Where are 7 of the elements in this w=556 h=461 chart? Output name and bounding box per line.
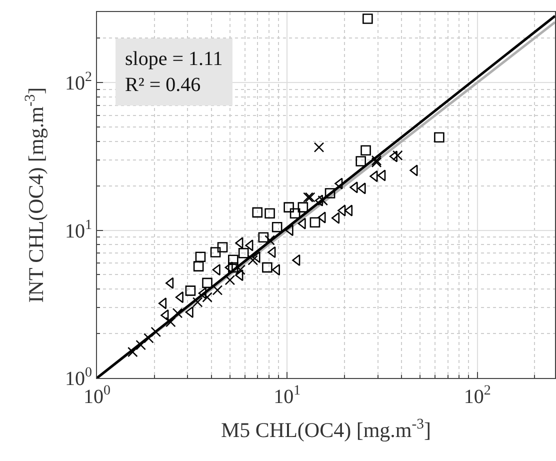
annotation: slope = 1.11 bbox=[125, 48, 223, 70]
y-tick-label: 10$^{2}$ bbox=[65, 70, 92, 94]
x-tick-label: 10$^{2}$ bbox=[464, 384, 491, 408]
x-axis-title: M5 CHL(OC4) [mg.m$^{-3}$] bbox=[221, 416, 431, 442]
x-tick-label: 10$^{1}$ bbox=[274, 384, 301, 408]
annotation: R² = 0.46 bbox=[125, 74, 201, 96]
y-tick-label: 10$^{1}$ bbox=[65, 218, 92, 242]
